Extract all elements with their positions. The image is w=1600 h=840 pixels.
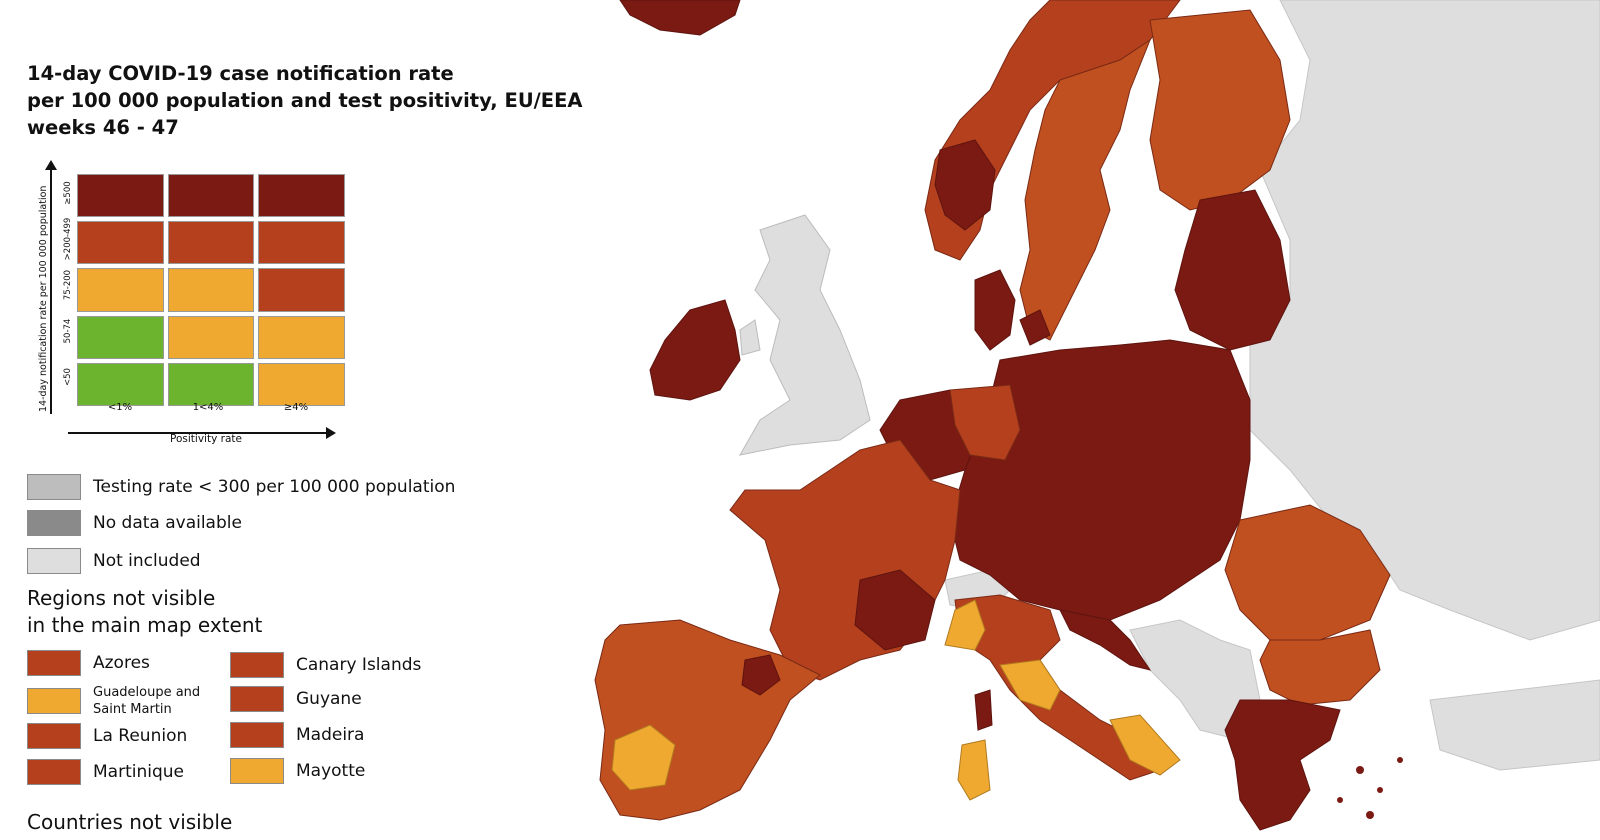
matrix-cell (167, 362, 255, 406)
legend-testing-rate: Testing rate < 300 per 100 000 populatio… (27, 474, 455, 500)
italy-central-orange (999, 659, 1061, 711)
matrix-cell (77, 268, 164, 312)
sweden (1019, 38, 1152, 341)
greece (1224, 699, 1341, 831)
y-tick-3: 75-200 (63, 269, 73, 301)
matrix-cell (258, 268, 345, 312)
swatch-mayotte (230, 758, 284, 784)
matrix-cell (258, 362, 345, 406)
region-guadeloupe: Guadeloupe and Saint Martin (27, 684, 223, 718)
legend-no-data: No data available (27, 510, 242, 536)
swatch-madeira (230, 722, 284, 748)
region-martinique-label: Martinique (93, 762, 184, 782)
region-mayotte-label: Mayotte (296, 761, 366, 781)
x-tick-1: <1% (107, 402, 133, 413)
region-guadeloupe-label: Guadeloupe and Saint Martin (93, 685, 201, 717)
turkey (1429, 679, 1600, 771)
y-tick-5: <50 (63, 368, 73, 386)
romania (1224, 504, 1391, 641)
sardinia (957, 739, 991, 801)
region-azores-label: Azores (93, 653, 150, 673)
matrix-cell (167, 268, 255, 312)
italy-north-orange (944, 599, 986, 651)
y-axis-arrow-icon (45, 160, 57, 170)
france-dark-region (854, 569, 936, 651)
russia-belarus-ukraine (1249, 0, 1600, 641)
swatch-martinique (27, 759, 81, 785)
y-axis-label: 14-day notification rate per 100 000 pop… (38, 185, 49, 412)
map-title: 14-day COVID-19 case notification rate p… (27, 60, 627, 141)
matrix-cell (258, 315, 345, 359)
title-line-3: weeks 46 - 47 (27, 116, 179, 139)
matrix-cell (167, 174, 255, 218)
region-canary-islands-label: Canary Islands (296, 655, 422, 675)
region-guyane-label: Guyane (296, 689, 362, 709)
matrix-cell (167, 315, 255, 359)
germany-west-region (949, 384, 1021, 461)
matrix-cell (258, 174, 345, 218)
x-tick-2: 1<4% (192, 402, 224, 413)
region-la-reunion: La Reunion (27, 723, 187, 749)
swatch-la-reunion (27, 723, 81, 749)
region-madeira-label: Madeira (296, 725, 365, 745)
italy-south-orange (1109, 714, 1181, 776)
croatia-slovenia (1059, 609, 1152, 671)
x-axis-label: Positivity rate (170, 433, 242, 445)
y-axis-line (50, 168, 52, 414)
denmark-islands (1019, 309, 1051, 346)
swatch-guadeloupe (27, 688, 81, 714)
baltics (1174, 189, 1291, 351)
x-tick-3: ≥4% (283, 402, 309, 413)
matrix-cell (258, 221, 345, 265)
ireland (649, 299, 741, 401)
spain-dark-region (741, 654, 781, 696)
region-guyane: Guyane (230, 686, 362, 712)
greek-islands (1337, 757, 1403, 819)
legend-not-included: Not included (27, 548, 201, 574)
region-la-reunion-label: La Reunion (93, 726, 188, 746)
y-tick-1: ≥500 (63, 181, 73, 205)
region-azores: Azores (27, 650, 150, 676)
x-axis-arrow-icon (326, 427, 336, 439)
denmark (974, 269, 1016, 351)
regions-title-line-2: in the main map extent (27, 613, 263, 637)
region-madeira: Madeira (230, 722, 364, 748)
positivity-matrix (77, 174, 345, 406)
swatch-no-data (27, 510, 81, 536)
y-tick-2: >200-499 (63, 217, 73, 261)
legend-testing-rate-label: Testing rate < 300 per 100 000 populatio… (93, 477, 456, 497)
non-eu-land (944, 0, 1600, 771)
countries-title: Countries not visible (27, 810, 233, 834)
region-mayotte: Mayotte (230, 758, 365, 784)
corsica (974, 689, 993, 731)
swatch-guyane (230, 686, 284, 712)
swatch-canary-islands (230, 652, 284, 678)
legend-no-data-label: No data available (93, 513, 242, 533)
region-martinique: Martinique (27, 759, 184, 785)
iceland (619, 0, 741, 36)
swatch-testing-rate (27, 474, 81, 500)
x-axis-line (68, 432, 326, 434)
matrix-cell (167, 221, 255, 265)
title-line-2: per 100 000 population and test positivi… (27, 89, 583, 112)
united-kingdom (739, 214, 871, 456)
region-canary-islands: Canary Islands (230, 652, 421, 678)
matrix-cell (77, 221, 164, 265)
regions-title-line-1: Regions not visible (27, 586, 216, 610)
bulgaria (1259, 629, 1381, 706)
title-line-1: 14-day COVID-19 case notification rate (27, 62, 454, 85)
swatch-not-included (27, 548, 81, 574)
matrix-cell (77, 315, 164, 359)
central-europe (949, 339, 1251, 621)
legend-not-included-label: Not included (93, 551, 201, 571)
norway-dark-region (934, 139, 996, 231)
spain-orange-region (611, 724, 676, 791)
france (729, 439, 961, 681)
matrix-cell (77, 362, 164, 406)
regions-title: Regions not visible in the main map exte… (27, 585, 262, 639)
swatch-azores (27, 650, 81, 676)
y-tick-4: 50-74 (63, 318, 73, 344)
matrix-cell (77, 174, 164, 218)
